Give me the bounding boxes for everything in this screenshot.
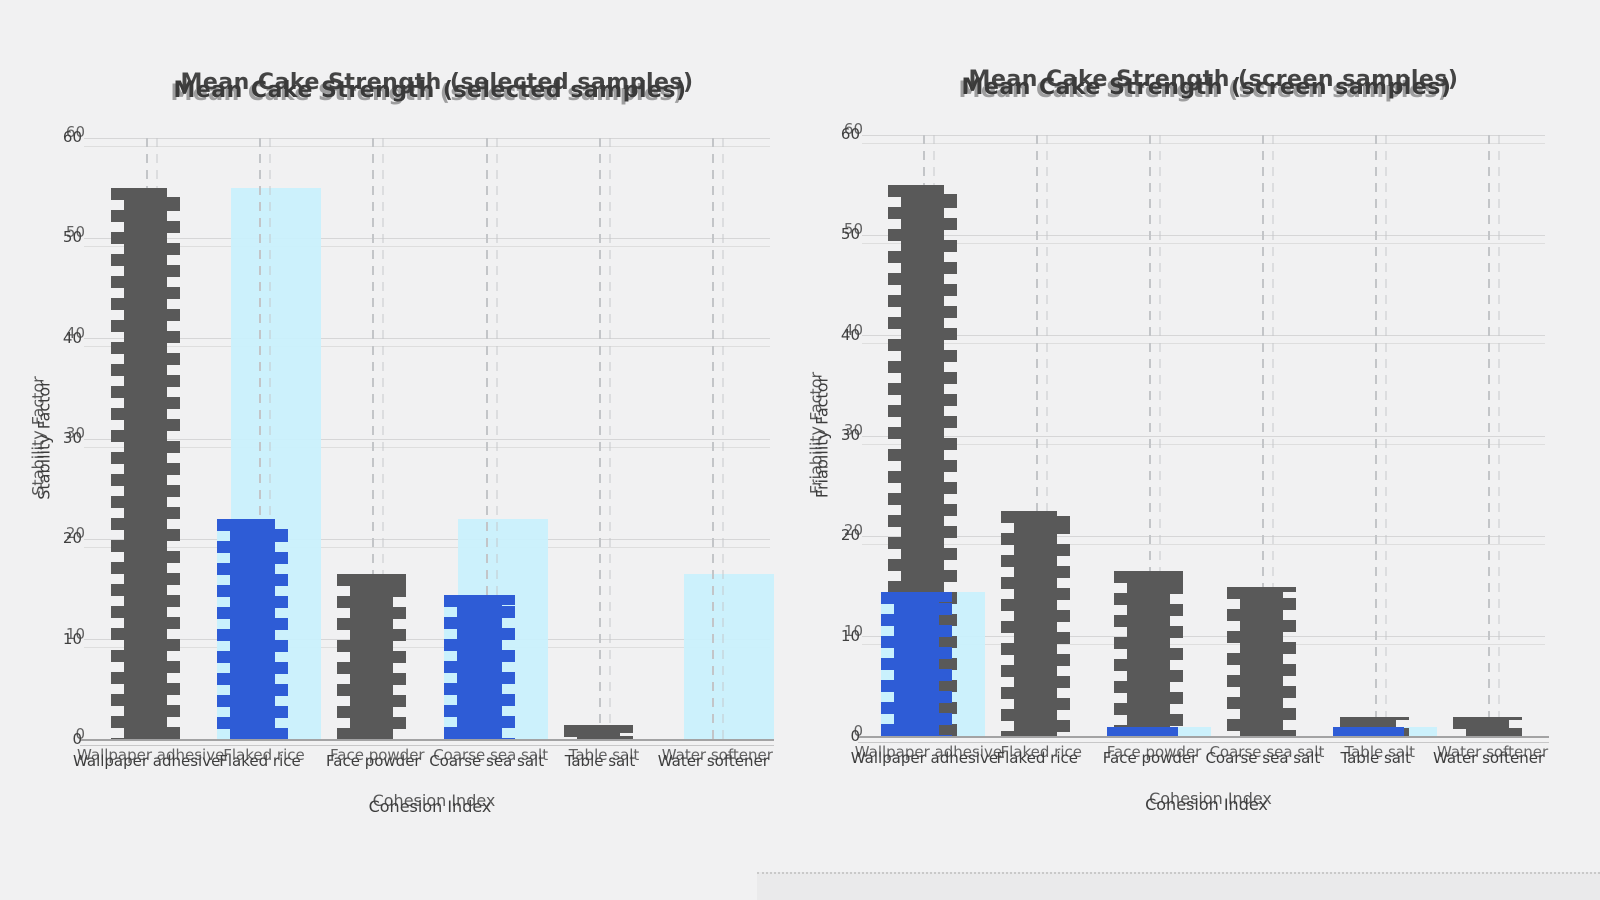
gridline-horizontal-ghost <box>862 544 1545 545</box>
gridline-horizontal <box>84 338 770 339</box>
gridline-horizontal <box>84 539 770 540</box>
category-label: Table salt <box>564 752 636 770</box>
y-tick-label: 40 <box>62 328 82 347</box>
category-label: Water softener <box>1433 749 1545 767</box>
bar-royal-blue-4 <box>443 594 515 741</box>
gridline-vertical-dashed <box>372 138 375 740</box>
category-label: Face powder <box>326 752 421 770</box>
category-label: Coarse sea salt <box>429 752 545 770</box>
category-label: Water softener <box>657 752 769 770</box>
gridline-vertical-dashed <box>259 138 261 740</box>
gridline-vertical-ghost <box>269 138 271 740</box>
bar-dark-gray-2 <box>1001 511 1071 737</box>
bar-dark-gray-5 <box>564 724 633 741</box>
category-label: Coarse sea salt <box>1205 749 1321 767</box>
gridline-horizontal-ghost <box>84 246 770 247</box>
gridline-horizontal <box>862 135 1545 136</box>
gridline-horizontal-ghost <box>862 143 1545 144</box>
y-tick-label: 10 <box>840 626 860 645</box>
y-tick-label: 50 <box>840 225 860 244</box>
bar-royal-blue-2 <box>217 519 288 740</box>
bar-dark-gray-3 <box>1114 571 1184 737</box>
bar-royal-blue-5 <box>1332 726 1404 738</box>
category-label: Wallpaper adhesive <box>73 752 221 770</box>
gridline-vertical-ghost <box>1159 135 1162 737</box>
category-label: Table salt <box>1340 749 1412 767</box>
chart-title-right: Mean Cake Strength (screen samples) <box>961 75 1452 100</box>
bar-royal-blue-3 <box>1107 726 1179 738</box>
category-label: Face powder <box>1102 749 1198 767</box>
chart-title-left: Mean Cake Strength (selected samples) <box>173 78 687 103</box>
y-tick-label: 60 <box>62 128 82 146</box>
gridline-horizontal <box>862 335 1545 336</box>
gridline-horizontal <box>84 138 770 139</box>
gridline-vertical-dashed <box>1374 135 1377 737</box>
y-tick-label: 0 <box>72 730 82 748</box>
y-tick-label: 50 <box>62 228 82 247</box>
x-axis-label-left: Cohesion Index <box>368 797 492 816</box>
gridline-horizontal-ghost <box>84 547 770 548</box>
gridline-horizontal <box>862 636 1545 637</box>
x-axis-line <box>80 739 774 741</box>
window-edge-strip <box>757 872 1600 900</box>
gridline-vertical-ghost <box>1384 135 1387 737</box>
bar-dark-gray-1 <box>110 188 180 740</box>
gridline-horizontal <box>84 439 770 440</box>
plot-area-right: 0 10 20 30 40 50 60 Wallpaper adhesive Flaked ri… <box>841 125 1549 767</box>
bar-light-cyan-6 <box>684 574 775 740</box>
gridline-vertical-ghost <box>495 138 498 740</box>
gridline-horizontal-ghost <box>84 346 770 347</box>
gridline-horizontal-ghost <box>84 647 770 648</box>
y-tick-label: 20 <box>840 526 860 545</box>
gridline-vertical-ghost <box>609 138 611 740</box>
y-tick-label: 30 <box>840 426 860 444</box>
y-tick-label: 10 <box>62 629 82 648</box>
gridline-vertical-ghost <box>1271 135 1274 737</box>
y-tick-label: 20 <box>62 529 82 548</box>
gridline-horizontal-ghost <box>862 444 1545 445</box>
gridline-vertical-ghost <box>382 138 385 740</box>
plot-area-left: 0 10 20 30 40 50 60 Wallpaper adhesive Flaked ri… <box>63 128 775 770</box>
y-tick-label: 60 <box>840 125 860 143</box>
gridline-horizontal-ghost <box>84 447 770 448</box>
gridline-vertical-dashed <box>1487 135 1490 737</box>
x-axis-line-ghost <box>858 742 1549 743</box>
gridline-horizontal <box>862 235 1545 236</box>
gridline-vertical-dashed <box>1261 135 1264 737</box>
gridline-vertical-dashed <box>599 138 601 740</box>
gridline-horizontal <box>862 436 1545 437</box>
gridline-horizontal <box>84 238 770 239</box>
bar-dark-gray-3 <box>337 574 407 740</box>
category-label: Wallpaper adhesive <box>850 749 999 767</box>
gridline-vertical-ghost <box>1046 135 1049 737</box>
x-axis-line-ghost <box>80 745 774 746</box>
gridline-vertical-dashed <box>485 138 488 740</box>
bar-royal-blue-1 <box>881 591 953 738</box>
x-axis-label-right: Cohesion Index <box>1145 795 1268 814</box>
gridline-vertical-dashed <box>1149 135 1152 737</box>
x-axis-line <box>858 736 1549 738</box>
gridline-horizontal-ghost <box>862 644 1545 645</box>
gridline-horizontal <box>862 536 1545 537</box>
y-tick-label: 0 <box>850 727 860 745</box>
bar-dark-gray-4 <box>1226 586 1296 737</box>
y-tick-label: 40 <box>840 325 860 344</box>
y-tick-label: 30 <box>62 429 82 447</box>
gridline-vertical-ghost <box>1497 135 1500 737</box>
category-label: Flaked rice <box>996 749 1078 767</box>
gridline-horizontal <box>84 639 770 640</box>
gridline-horizontal-ghost <box>862 343 1545 344</box>
gridline-vertical-dashed <box>712 138 715 740</box>
gridline-vertical-ghost <box>722 138 725 740</box>
gridline-horizontal-ghost <box>862 243 1545 244</box>
gridline-vertical-dashed <box>1036 135 1039 737</box>
gridline-horizontal-ghost <box>84 146 770 147</box>
bar-dark-gray-6 <box>1452 716 1522 738</box>
category-label: Flaked rice <box>219 752 301 770</box>
